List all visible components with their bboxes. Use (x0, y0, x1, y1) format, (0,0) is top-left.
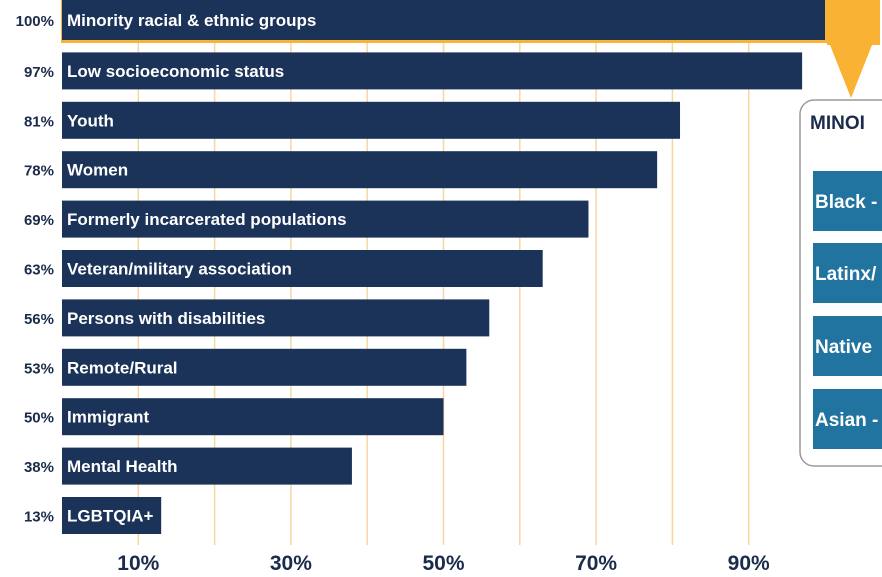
bar-value-label: 53% (24, 360, 54, 377)
bar-value-label: 50% (24, 410, 54, 427)
bar (62, 101, 681, 139)
bar-value-label: 81% (24, 113, 54, 130)
bar (62, 250, 543, 287)
bar (62, 299, 490, 337)
subpanel-bar (813, 243, 882, 303)
subpanel-item-label: Asian - (815, 410, 878, 431)
bar-category-label: Remote/Rural (67, 358, 178, 377)
minority-subpanel: MINOI Black - Latinx/Native Asian - (799, 99, 882, 467)
bar-category-label: Low socioeconomic status (67, 62, 284, 81)
subpanel-item-label: Black - (815, 192, 877, 213)
bar-category-label: LGBTQIA+ (67, 507, 153, 526)
x-tick-label: 30% (270, 552, 312, 575)
bar-value-label: 69% (24, 212, 54, 229)
subpanel-bar (813, 389, 882, 449)
x-tick-label: 90% (728, 552, 770, 575)
bar-value-label: 63% (24, 262, 54, 279)
x-tick-label: 50% (422, 552, 464, 575)
bar-category-label: Youth (67, 111, 114, 130)
bar (62, 398, 444, 436)
x-tick-label: 10% (117, 552, 159, 575)
bar (62, 151, 658, 189)
x-tick-label: 70% (575, 552, 617, 575)
bar (62, 348, 467, 386)
bar (62, 497, 162, 534)
bar-value-label: 97% (24, 64, 54, 81)
bar-value-label: 100% (16, 13, 54, 30)
bar-category-label: Mental Health (67, 457, 178, 476)
subpanel-item-label: Native (815, 337, 872, 358)
subpanel-item-label: Latinx/ (815, 264, 877, 285)
bar-value-label: 78% (24, 163, 54, 180)
bar (62, 200, 589, 238)
bar-category-label: Formerly incarcerated populations (67, 210, 347, 229)
x-axis-ticks: 10% 30% 50% 70% 90% (117, 552, 770, 575)
bars: Minority racial & ethnic groups 100% Low s… (16, 0, 828, 534)
bar-category-label: Women (67, 161, 128, 180)
bar (62, 447, 352, 485)
subpanel-bar (813, 316, 882, 376)
bar-value-label: 56% (24, 311, 54, 328)
bar-category-label: Persons with disabilities (67, 309, 265, 328)
bar (62, 52, 803, 90)
bar-category-label: Veteran/military association (67, 260, 292, 279)
bar (62, 0, 825, 40)
subpanel-bar (813, 171, 882, 231)
bar-category-label: Immigrant (67, 408, 150, 427)
bar-category-label: Minority racial & ethnic groups (67, 11, 316, 30)
subpanel-title: MINOI (810, 113, 865, 134)
bar-value-label: 38% (24, 459, 54, 476)
highlight-arrow (827, 0, 880, 98)
bar-value-label: 13% (24, 509, 54, 526)
